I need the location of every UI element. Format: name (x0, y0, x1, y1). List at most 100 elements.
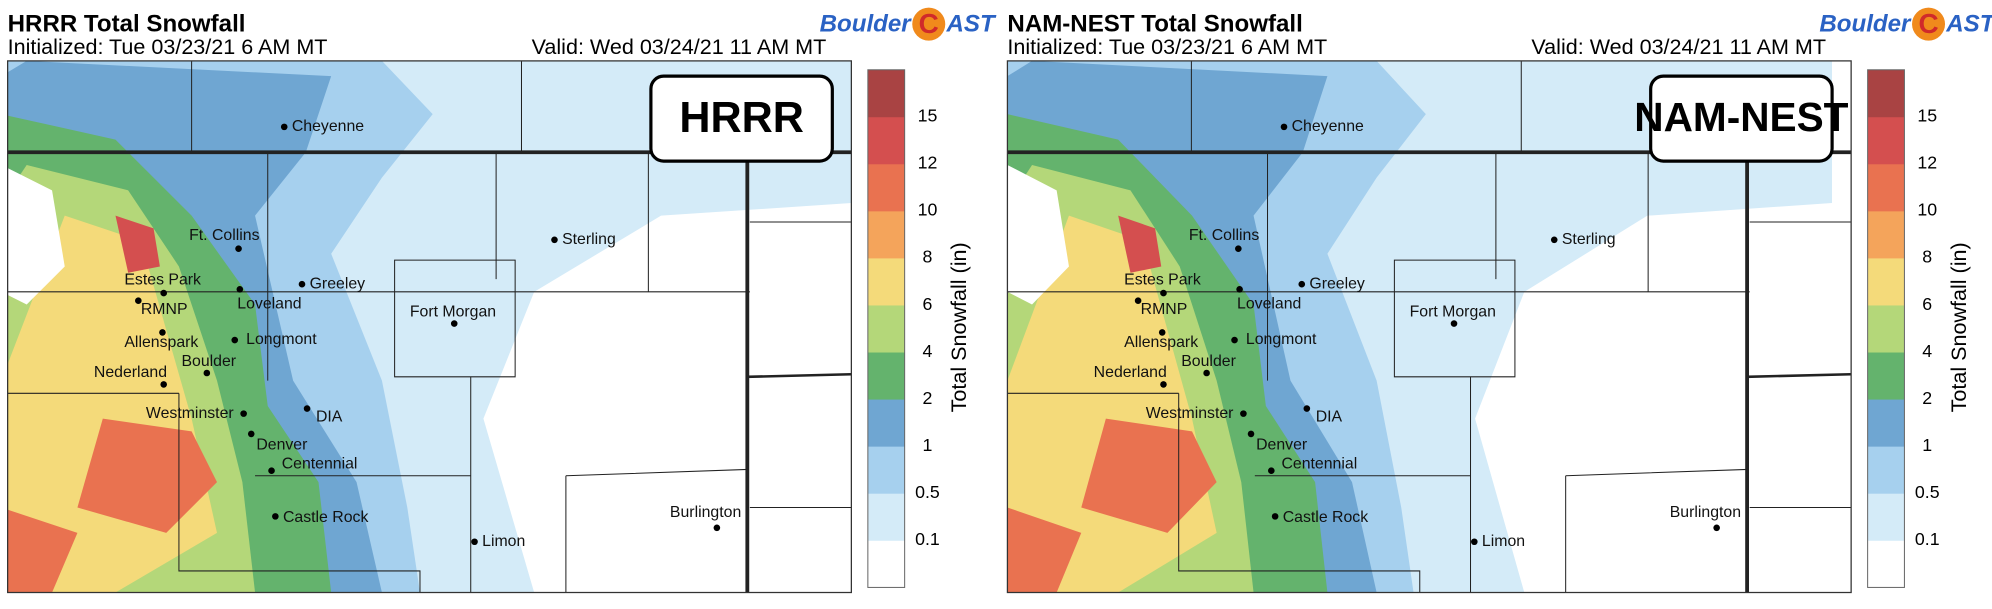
colorbar-swatch (1867, 116, 1905, 165)
logo-text: C (1918, 8, 1938, 39)
colorbar-swatch (1867, 493, 1905, 541)
snow-area (1118, 215, 1162, 273)
city-dot (450, 320, 458, 327)
colorbar-tick: 10 (918, 200, 938, 220)
snow-area (1007, 164, 1069, 305)
city-label: Denver (1256, 437, 1308, 454)
city-label: Allenspark (1124, 334, 1198, 351)
city-label: Centennial (1281, 456, 1357, 473)
city-dot (1231, 336, 1238, 344)
map-frame (7, 60, 852, 594)
city-label: Ft. Collins (1189, 227, 1260, 244)
city-label: Loveland (1237, 296, 1301, 313)
colorbar-swatch (867, 210, 905, 259)
city-dot (1471, 538, 1478, 546)
logo-icon (1912, 7, 1946, 41)
colorbar-tick: 8 (1922, 247, 1932, 267)
city-dot (240, 410, 247, 417)
city-label: Burlington (670, 504, 741, 521)
colorbar-label: Total Snowfall (in) (1946, 242, 1971, 412)
city-dot (1240, 410, 1247, 417)
colorbar-swatch (867, 305, 905, 353)
city-dot (1203, 369, 1210, 377)
colorbar-tick: 1 (1922, 435, 1932, 455)
city-dot (160, 289, 167, 297)
colorbar-swatch (1867, 352, 1905, 400)
colorbar-swatch (1867, 540, 1905, 588)
snow-area (115, 215, 160, 273)
city-dot (160, 381, 167, 388)
snow-area (7, 509, 78, 593)
city-dot (1236, 285, 1243, 293)
logo-text: AST (1945, 11, 1992, 38)
snow-area (1007, 507, 1082, 593)
city-label: Cheyenne (292, 118, 364, 135)
colorbar-swatch (867, 540, 905, 588)
city-dot (1158, 329, 1166, 336)
colorbar-tick: 0.5 (915, 482, 940, 502)
colorbar-tick: 2 (923, 388, 933, 408)
city-dot (235, 245, 242, 252)
city-dot (713, 524, 721, 532)
snow-area (1081, 418, 1217, 533)
city-dot (1247, 430, 1255, 438)
city-label: Fort Morgan (1410, 303, 1496, 320)
city-dot (236, 285, 244, 293)
city-label: Greeley (310, 275, 366, 292)
city-label: RMNP (141, 301, 188, 318)
city-dot (1298, 280, 1306, 288)
city-dot (1280, 123, 1288, 131)
snow-area (7, 168, 65, 305)
city-dot (203, 369, 211, 377)
colorbar-tick: 12 (918, 153, 938, 173)
city-dot (272, 513, 279, 520)
colorbar-swatch (1867, 258, 1905, 306)
colorbar-tick: 10 (1917, 200, 1937, 220)
colorbar-swatch (867, 352, 905, 400)
colorbar-swatch (867, 493, 905, 541)
colorbar-swatch (867, 69, 905, 118)
colorbar-tick: 15 (918, 106, 938, 126)
city-label: DIA (316, 409, 343, 426)
boundary (7, 60, 852, 593)
city-dot (1303, 405, 1311, 412)
valid-time: Valid: Wed 03/24/21 11 AM MT (532, 34, 827, 59)
logo-text: AST (946, 11, 997, 38)
map-frame (1006, 60, 1852, 594)
logo-text: C (919, 8, 939, 39)
city-dot (159, 329, 166, 336)
panel-title: NAM-NEST Total Snowfall (1007, 11, 1302, 38)
model-box (649, 74, 834, 163)
city-dot (1450, 320, 1458, 327)
logo-text: Boulder (820, 11, 913, 38)
city-label: Ft. Collins (189, 227, 260, 244)
city-label: Castle Rock (1283, 509, 1368, 526)
panel-title: HRRR Total Snowfall (8, 11, 246, 38)
colorbar-tick: 2 (1922, 388, 1932, 408)
city-dot (1268, 467, 1275, 475)
city-label: Longmont (1246, 331, 1317, 348)
colorbar-swatch (867, 446, 905, 494)
colorbar-swatch (1867, 69, 1905, 118)
city-label: Estes Park (1124, 272, 1201, 289)
colorbar-tick: 1 (923, 435, 933, 455)
city-label: RMNP (1141, 301, 1188, 318)
city-label: Estes Park (124, 272, 201, 289)
colorbar-tick: 4 (1922, 341, 1932, 361)
city-label: Sterling (562, 231, 616, 248)
city-dot (247, 430, 255, 438)
snow-area (77, 418, 217, 533)
city-dot (1134, 297, 1142, 304)
city-label: Boulder (1181, 353, 1236, 370)
city-label: Nederland (94, 364, 167, 381)
model-label: NAM-NEST (1634, 94, 1848, 140)
colorbar-swatch (867, 399, 905, 447)
city-label: Nederland (1094, 364, 1167, 381)
colorbar-swatch (867, 258, 905, 306)
colorbar-tick: 8 (923, 247, 933, 267)
city-label: Denver (256, 437, 308, 454)
city-label: Westminster (1146, 405, 1234, 422)
